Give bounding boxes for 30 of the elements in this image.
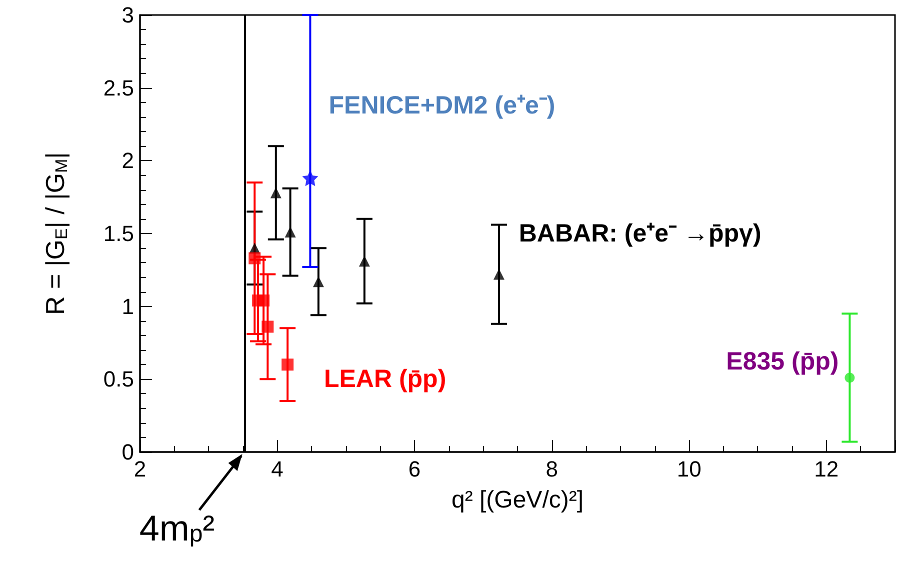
point <box>358 256 370 267</box>
point <box>284 226 296 238</box>
x-tick-label: 12 <box>814 456 839 482</box>
point <box>844 372 855 383</box>
point <box>248 252 261 264</box>
point <box>282 358 294 371</box>
y-tick-label: 1.5 <box>103 221 134 246</box>
point <box>258 294 270 307</box>
y-tick-label: 2.5 <box>103 75 134 100</box>
x-tick-label: 4 <box>271 456 284 482</box>
y-axis-title: R = |GE| / |GM| <box>40 152 71 315</box>
y-tick-label: 1 <box>122 294 134 319</box>
series-label: E835 (p̄p) <box>726 348 839 376</box>
text: FENICE+DM2 (e⁺e⁻) <box>328 91 556 120</box>
point <box>493 268 504 280</box>
y-tick-label: 2 <box>122 148 134 174</box>
y-tick-label: 0 <box>122 440 134 464</box>
series-label: BABAR: (e⁺e⁻ →p̄pγ) <box>518 220 762 248</box>
series-label: LEAR (p̄p) <box>324 365 446 394</box>
y-tick-label: 0.5 <box>103 366 134 392</box>
x-tick-label: 6 <box>408 456 421 482</box>
x-tick-label: 10 <box>676 456 702 482</box>
x-axis-title: q² [(GeV/c)²] <box>451 486 584 514</box>
legend-label: 4mp² <box>139 508 215 548</box>
y-tick-label: 3 <box>122 2 134 28</box>
point <box>262 320 274 333</box>
point <box>312 276 324 288</box>
point <box>270 187 282 198</box>
point <box>302 170 318 186</box>
x-tick-label: 8 <box>546 456 558 482</box>
